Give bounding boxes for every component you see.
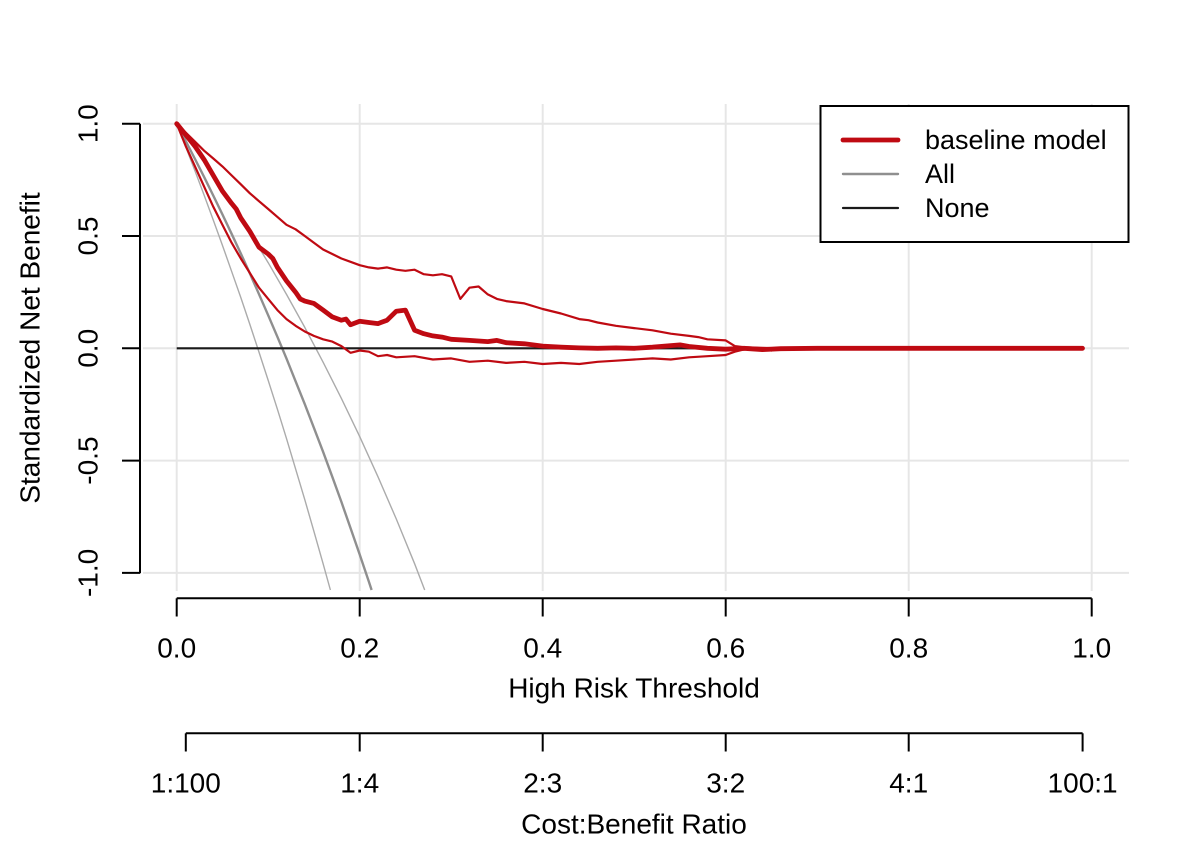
- x-tick-label: 0.0: [157, 633, 196, 664]
- axes-layer: 0.0 0.2 0.4 0.6 0.8 1.0 1.0 0.5 0.0 -0.5 -1.0 1:1…: [15, 104, 1118, 839]
- legend: baseline model All None: [819, 105, 1130, 243]
- legend-baseline-label: baseline model: [925, 125, 1107, 155]
- x-axis-title: High Risk Threshold: [508, 673, 760, 704]
- baseline-upper-ci-line: [175, 122, 1083, 350]
- y-axis-ticks: 1.0 0.5 0.0 -0.5 -1.0: [73, 104, 140, 597]
- x-tick-label: 0.2: [340, 633, 379, 664]
- cb-tick-label: 3:2: [706, 768, 745, 799]
- y-tick-label: -1.0: [73, 549, 104, 597]
- legend-none-label: None: [925, 193, 990, 223]
- all-lower-ci-line: [176, 123, 332, 591]
- cb-tick-label: 1:100: [151, 768, 221, 799]
- all-upper-ci-line: [176, 123, 426, 591]
- x-tick-label: 0.6: [706, 633, 745, 664]
- y-tick-label: -0.5: [73, 436, 104, 484]
- cb-tick-label: 100:1: [1048, 768, 1118, 799]
- y-tick-label: 0.0: [73, 329, 104, 368]
- all-line: [175, 123, 373, 591]
- y-tick-label: 1.0: [73, 104, 104, 143]
- cb-tick-label: 1:4: [340, 768, 379, 799]
- x-tick-label: 0.8: [889, 633, 928, 664]
- cb-axis-title: Cost:Benefit Ratio: [521, 809, 747, 840]
- x-axis-ticks: 0.0 0.2 0.4 0.6 0.8 1.0: [157, 598, 1111, 664]
- series-layer: [174, 121, 1085, 591]
- cb-tick-label: 4:1: [889, 768, 928, 799]
- baseline-model-line: [174, 121, 1085, 353]
- cb-axis-ticks: 1:100 1:4 2:3 3:2 4:1 100:1: [151, 733, 1118, 799]
- y-axis-title: Standardized Net Benefit: [15, 192, 46, 504]
- legend-all-label: All: [925, 159, 955, 189]
- legend-rows: baseline model All None: [840, 125, 1107, 223]
- x-tick-label: 1.0: [1072, 633, 1111, 664]
- y-tick-label: 0.5: [73, 217, 104, 256]
- cb-tick-label: 2:3: [523, 768, 562, 799]
- x-tick-label: 0.4: [523, 633, 562, 664]
